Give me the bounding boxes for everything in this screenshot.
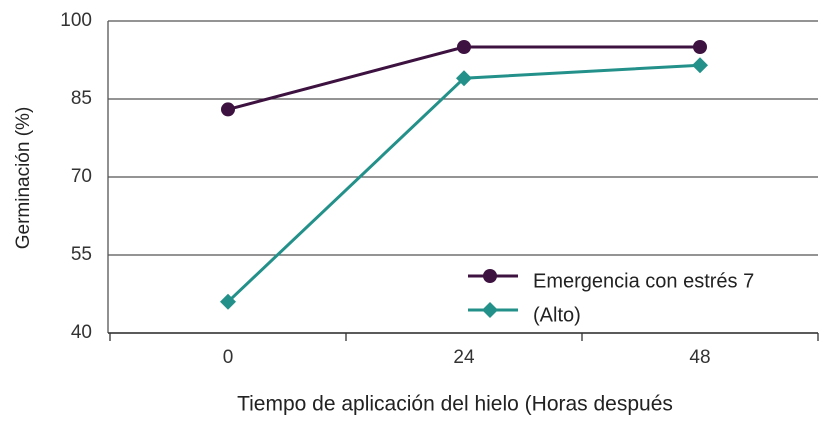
x-tick-label: 0 bbox=[223, 347, 234, 368]
y-tick-label: 85 bbox=[71, 88, 92, 109]
y-axis-label: Germinación (%) bbox=[13, 107, 34, 250]
y-tick-label: 55 bbox=[71, 244, 92, 265]
series-line bbox=[226, 63, 701, 303]
x-axis-label: Tiempo de aplicación del hielo (Horas de… bbox=[237, 393, 673, 416]
y-tick-label: 40 bbox=[71, 322, 92, 343]
marker bbox=[483, 269, 497, 283]
marker bbox=[456, 70, 472, 87]
y-tick-label: 100 bbox=[60, 10, 92, 31]
legend-label: (Alto) bbox=[533, 304, 581, 326]
marker bbox=[482, 302, 498, 318]
y-tick-label: 70 bbox=[71, 166, 92, 187]
x-tick-label: 24 bbox=[453, 347, 475, 368]
legend-label: Emergencia con estrés 7 bbox=[533, 270, 754, 292]
x-tick-label: 48 bbox=[689, 347, 710, 368]
marker bbox=[693, 40, 707, 54]
marker bbox=[692, 57, 708, 74]
marker bbox=[221, 102, 235, 117]
marker bbox=[457, 40, 471, 54]
marker bbox=[220, 293, 236, 310]
